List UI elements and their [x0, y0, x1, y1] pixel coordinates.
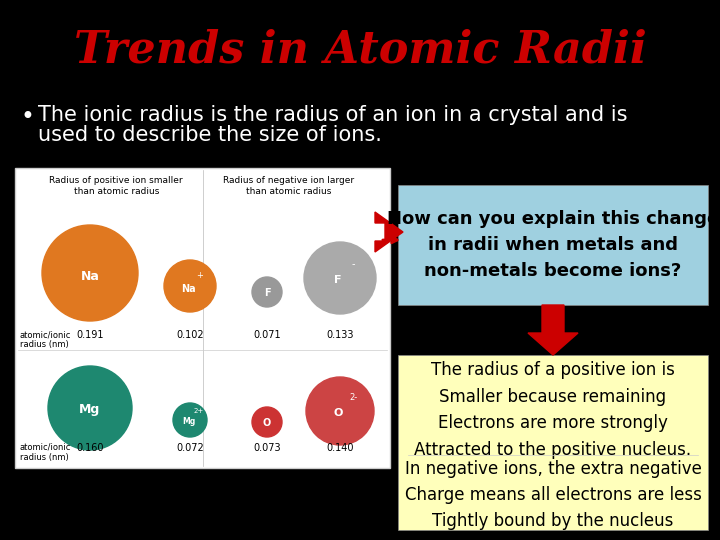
FancyBboxPatch shape	[398, 355, 708, 530]
Text: Mg: Mg	[79, 403, 101, 416]
Text: O: O	[333, 408, 343, 418]
Text: 0.073: 0.073	[253, 443, 281, 453]
Text: 0.071: 0.071	[253, 330, 281, 340]
Text: 0.072: 0.072	[176, 443, 204, 453]
Text: O: O	[263, 418, 271, 428]
Polygon shape	[375, 212, 403, 252]
Circle shape	[173, 403, 207, 437]
Text: atomic/ionic
radius (nm): atomic/ionic radius (nm)	[20, 443, 71, 462]
Text: -: -	[351, 259, 355, 269]
Text: In negative ions, the extra negative
Charge means all electrons are less
Tightly: In negative ions, the extra negative Cha…	[405, 460, 701, 530]
Text: Trends in Atomic Radii: Trends in Atomic Radii	[73, 29, 647, 71]
Text: 0.160: 0.160	[76, 443, 104, 453]
Text: +: +	[197, 272, 204, 280]
Text: used to describe the size of ions.: used to describe the size of ions.	[38, 125, 382, 145]
Text: 2-: 2-	[350, 394, 358, 402]
Text: 0.140: 0.140	[326, 443, 354, 453]
Text: Na: Na	[181, 284, 195, 294]
Text: How can you explain this change
in radii when metals and
non-metals become ions?: How can you explain this change in radii…	[387, 210, 719, 280]
Circle shape	[48, 366, 132, 450]
Circle shape	[252, 277, 282, 307]
Text: atomic/ionic
radius (nm): atomic/ionic radius (nm)	[20, 330, 71, 349]
Text: Na: Na	[81, 271, 99, 284]
Text: 0.191: 0.191	[76, 330, 104, 340]
Text: Radius of positive ion smaller
than atomic radius: Radius of positive ion smaller than atom…	[50, 176, 183, 196]
Text: The ionic radius is the radius of an ion in a crystal and is: The ionic radius is the radius of an ion…	[38, 105, 628, 125]
Polygon shape	[528, 305, 578, 355]
Text: 0.102: 0.102	[176, 330, 204, 340]
Circle shape	[42, 225, 138, 321]
FancyBboxPatch shape	[398, 185, 708, 305]
Circle shape	[164, 260, 216, 312]
Text: Radius of negative ion larger
than atomic radius: Radius of negative ion larger than atomi…	[223, 176, 354, 196]
Text: 0.133: 0.133	[326, 330, 354, 340]
Text: The radius of a positive ion is
Smaller because remaining
Electrons are more str: The radius of a positive ion is Smaller …	[415, 361, 692, 458]
FancyBboxPatch shape	[15, 168, 390, 468]
Text: Mg: Mg	[182, 417, 196, 427]
Text: 2+: 2+	[194, 408, 204, 414]
Text: F: F	[264, 288, 270, 298]
Text: •: •	[20, 105, 34, 129]
Circle shape	[306, 377, 374, 445]
Circle shape	[304, 242, 376, 314]
Text: F: F	[334, 275, 342, 285]
Circle shape	[252, 407, 282, 437]
